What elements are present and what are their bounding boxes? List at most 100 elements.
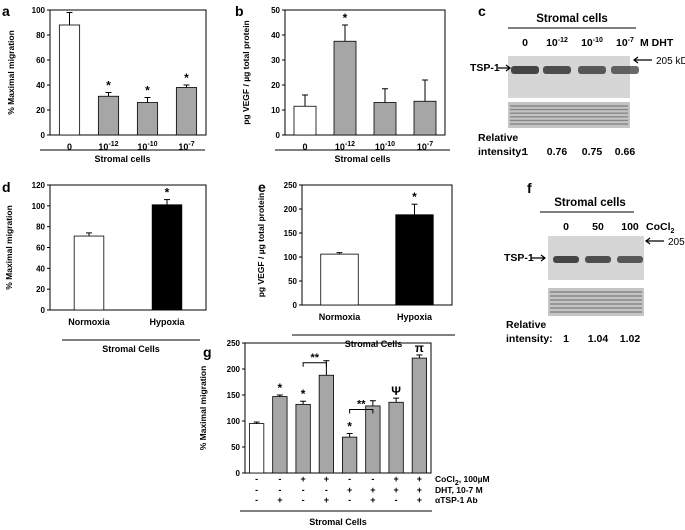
- intensity-value: 0.76: [547, 146, 568, 158]
- y-tick-label: 150: [284, 229, 298, 238]
- significance-mark: *: [106, 79, 111, 93]
- lane-label: 0: [522, 37, 528, 49]
- bar: [73, 235, 105, 311]
- tsp1-band: [553, 256, 579, 263]
- lane-label: 100: [621, 221, 639, 233]
- marker-arrow: [633, 56, 652, 64]
- panel-letter: c: [478, 3, 486, 19]
- x-axis-label: Stromal Cells: [102, 344, 160, 354]
- treatment-sign: +: [417, 485, 422, 495]
- plot-frame: [284, 9, 446, 136]
- relative-label: Relative: [506, 319, 546, 331]
- y-tick-label: 100: [32, 6, 46, 15]
- bar: [388, 401, 404, 474]
- treatment-sign: -: [348, 474, 351, 484]
- treatment-sign: -: [278, 485, 281, 495]
- panel-c-blot: c Stromal cells 0 10-12 10-10 10-7 M DHT TSP-1 2…: [470, 3, 685, 158]
- blot-title: Stromal cells: [536, 13, 608, 25]
- bar: [411, 357, 427, 474]
- lane-unit: CoCl2: [646, 221, 675, 235]
- x-category-label: 10-7: [178, 141, 194, 152]
- panel-b: b 0 10 20 30 40 50 pg VEGF / µg total protein 0 *…: [235, 3, 450, 164]
- x-category-label: 10-12: [98, 141, 118, 152]
- y-tick-label: 80: [36, 223, 45, 232]
- tsp1-band: [585, 256, 611, 263]
- panel-d: d 0 20 40 60 80 100 120 % Maximal migration Normo…: [2, 179, 207, 354]
- treatment-sign: +: [393, 474, 398, 484]
- panel-f-blot: f Stromal cells 0 50 100 CoCl2 TSP-1 205 kDa Rel…: [504, 180, 685, 345]
- protein-arrow: [498, 64, 511, 72]
- x-category-label: 10-7: [417, 141, 433, 152]
- treatment-sign: +: [417, 474, 422, 484]
- lane-label: 50: [592, 221, 604, 233]
- bar: [58, 24, 81, 136]
- protein-arrow: [531, 254, 546, 262]
- marker-arrow: [645, 237, 664, 245]
- significance-mark: Ψ: [391, 384, 401, 398]
- lane-label: 0: [563, 221, 569, 233]
- x-category-label: 0: [302, 142, 307, 152]
- y-tick-label: 40: [36, 81, 45, 90]
- y-tick-label: 0: [236, 469, 241, 478]
- treatment-sign: -: [255, 474, 258, 484]
- bar: [373, 102, 397, 136]
- bar: [272, 396, 288, 474]
- bar: [175, 87, 198, 136]
- plot-frame: [244, 342, 432, 474]
- relative-label: Relative: [478, 132, 518, 144]
- y-tick-label: 200: [284, 205, 298, 214]
- y-axis-label: % Maximal migration: [4, 205, 14, 290]
- intensity-value: 1.02: [620, 333, 641, 345]
- bar: [97, 95, 120, 136]
- y-tick-label: 40: [271, 31, 280, 40]
- bracket-label: **: [357, 399, 366, 411]
- protein-label: TSP-1: [470, 62, 500, 74]
- bar: [318, 374, 334, 474]
- y-axis-label: pg VEGF / µg total protein: [241, 20, 251, 125]
- x-category-label: Hypoxia: [149, 317, 185, 327]
- x-category-label: Normoxia: [68, 317, 111, 327]
- panel-letter: g: [203, 344, 212, 360]
- treatment-sign: -: [395, 495, 398, 505]
- x-category-label: Normoxia: [319, 312, 362, 322]
- tsp1-band: [578, 66, 606, 74]
- y-tick-label: 250: [284, 181, 298, 190]
- y-tick-label: 20: [271, 81, 280, 90]
- significance-mark: *: [165, 186, 170, 200]
- x-category-label: 10-12: [335, 141, 355, 152]
- y-tick-label: 10: [271, 106, 280, 115]
- y-tick-label: 20: [36, 285, 45, 294]
- treatment-label: DHT, 10-7 M: [435, 485, 483, 495]
- y-tick-label: 50: [288, 277, 297, 286]
- treatment-label: CoCl2, 100µM: [435, 474, 490, 487]
- bar: [249, 423, 265, 474]
- treatment-sign: -: [255, 495, 258, 505]
- treatment-sign: -: [278, 474, 281, 484]
- y-tick-label: 50: [231, 443, 240, 452]
- treatment-sign: -: [302, 485, 305, 495]
- y-tick-label: 100: [227, 417, 241, 426]
- marker-label: 205 kDa: [668, 237, 685, 248]
- lane-unit: M DHT: [640, 37, 674, 49]
- bar: [395, 214, 434, 306]
- bar: [365, 405, 381, 474]
- tsp1-band: [543, 66, 571, 74]
- panel-a: a 0 20 40 60 80 100 % Maximal migration 0 * 10-12 *…: [2, 3, 207, 164]
- intensity-value: 1: [522, 146, 528, 158]
- plot-frame: [301, 184, 453, 306]
- x-category-label: 0: [67, 142, 72, 152]
- intensity-value: 1.04: [588, 333, 609, 345]
- x-axis-label: Stromal Cells: [345, 339, 403, 349]
- bar: [136, 102, 159, 136]
- treatment-sign: -: [255, 485, 258, 495]
- treatment-sign: -: [371, 474, 374, 484]
- significance-mark: *: [184, 71, 189, 85]
- bar: [320, 253, 359, 306]
- tsp1-band: [511, 66, 539, 74]
- x-axis-label: Stromal cells: [334, 154, 390, 164]
- y-tick-label: 30: [271, 56, 280, 65]
- y-tick-label: 0: [41, 306, 46, 315]
- treatment-sign: +: [370, 495, 375, 505]
